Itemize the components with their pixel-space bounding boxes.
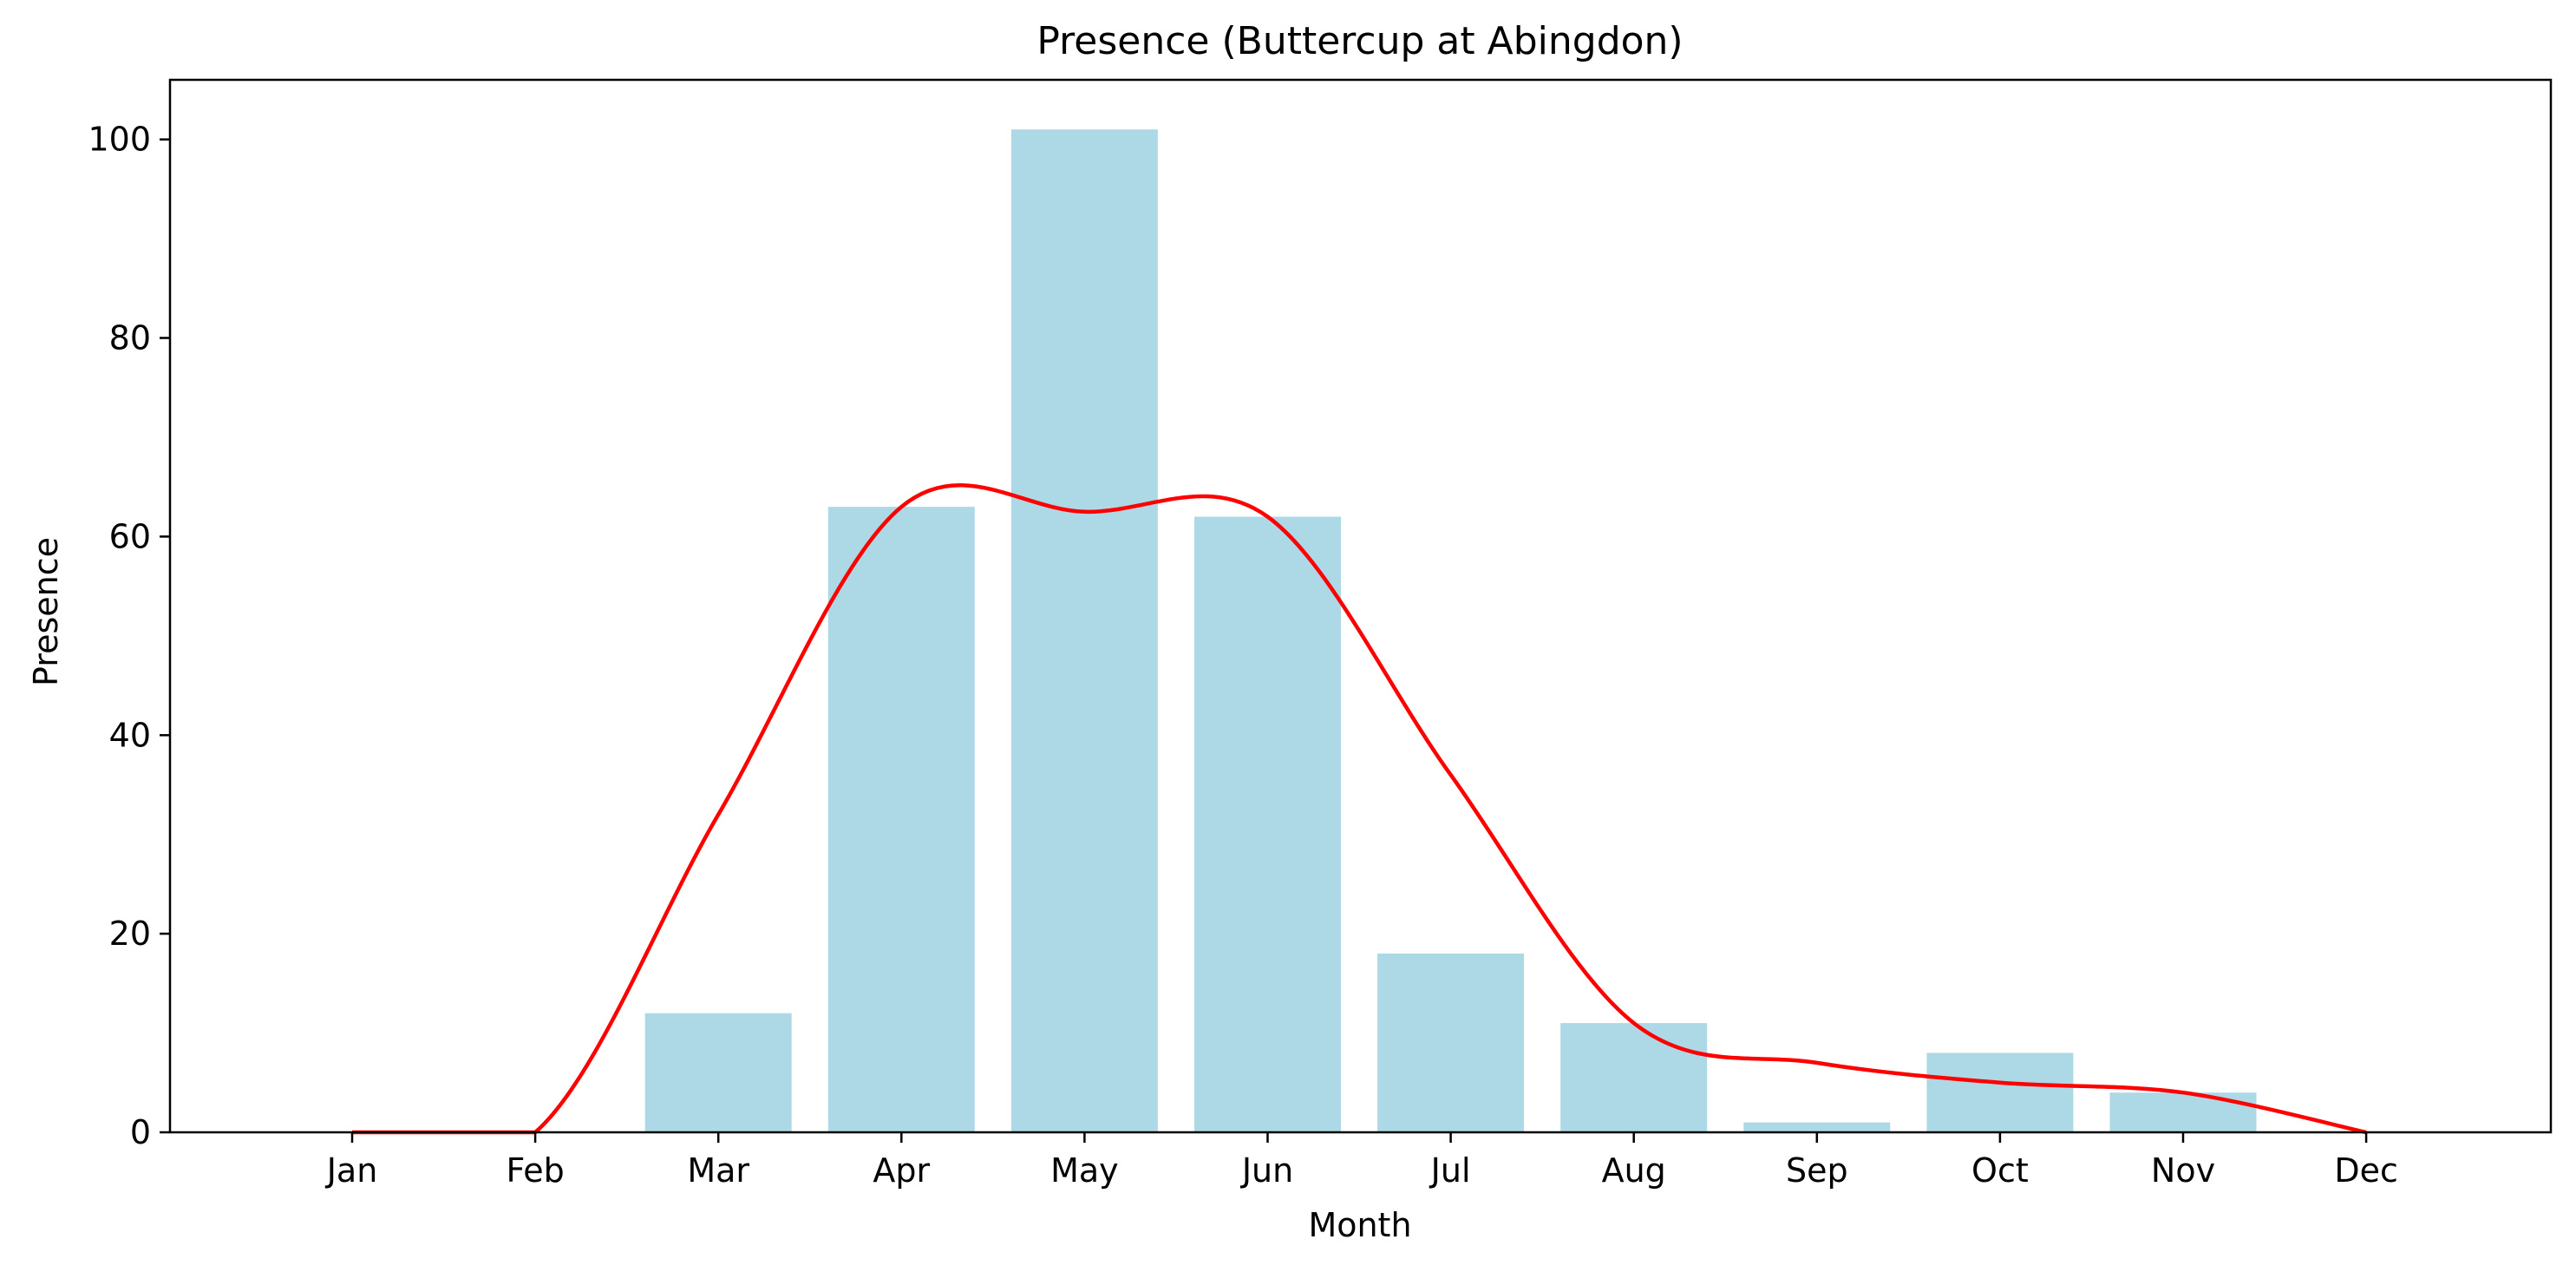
x-tick-label-jun: Jun bbox=[1240, 1151, 1293, 1190]
bar-aug bbox=[1560, 1023, 1708, 1132]
y-tick-label: 100 bbox=[88, 121, 151, 159]
x-axis-ticks: Jan Feb Mar Apr May Jun Jul Aug Sep Oct Nov Dec bbox=[325, 1132, 2398, 1190]
x-tick-label-dec: Dec bbox=[2334, 1151, 2398, 1190]
x-tick-label-jan: Jan bbox=[325, 1151, 378, 1190]
bar-group bbox=[644, 129, 2257, 1133]
x-tick-label-mar: Mar bbox=[687, 1151, 749, 1190]
bar-jul bbox=[1377, 954, 1525, 1132]
y-tick-label: 40 bbox=[109, 716, 151, 754]
bar-nov bbox=[2109, 1092, 2257, 1132]
plot-frame bbox=[168, 78, 2553, 1134]
bar-jun bbox=[1194, 516, 1341, 1132]
x-tick-label-feb: Feb bbox=[506, 1151, 564, 1190]
trend-line-group bbox=[352, 483, 2367, 1135]
bar-apr bbox=[827, 507, 975, 1132]
y-tick-label: 80 bbox=[109, 319, 151, 357]
bar-may bbox=[1010, 129, 1158, 1133]
y-axis-label: Presence bbox=[27, 537, 65, 686]
x-tick-label-nov: Nov bbox=[2151, 1151, 2215, 1190]
x-tick-label-sep: Sep bbox=[1786, 1151, 1848, 1190]
x-tick-label-may: May bbox=[1050, 1151, 1119, 1190]
bar-sep bbox=[1743, 1122, 1891, 1132]
bar-mar bbox=[644, 1013, 792, 1132]
y-tick-label: 20 bbox=[109, 915, 151, 953]
y-tick-label: 0 bbox=[130, 1113, 151, 1151]
x-tick-label-apr: Apr bbox=[873, 1151, 930, 1190]
bar-oct bbox=[1926, 1052, 2074, 1132]
x-tick-label-jul: Jul bbox=[1429, 1151, 1471, 1190]
x-tick-label-aug: Aug bbox=[1602, 1151, 1666, 1190]
trend-line bbox=[352, 483, 2367, 1135]
y-axis-ticks: 0 20 40 60 80 100 bbox=[88, 121, 170, 1151]
x-tick-label-oct: Oct bbox=[1971, 1151, 2029, 1190]
x-axis-label: Month bbox=[1308, 1206, 1411, 1244]
y-tick-label: 60 bbox=[109, 517, 151, 555]
chart-title: Presence (Buttercup at Abingdon) bbox=[1036, 19, 1683, 63]
